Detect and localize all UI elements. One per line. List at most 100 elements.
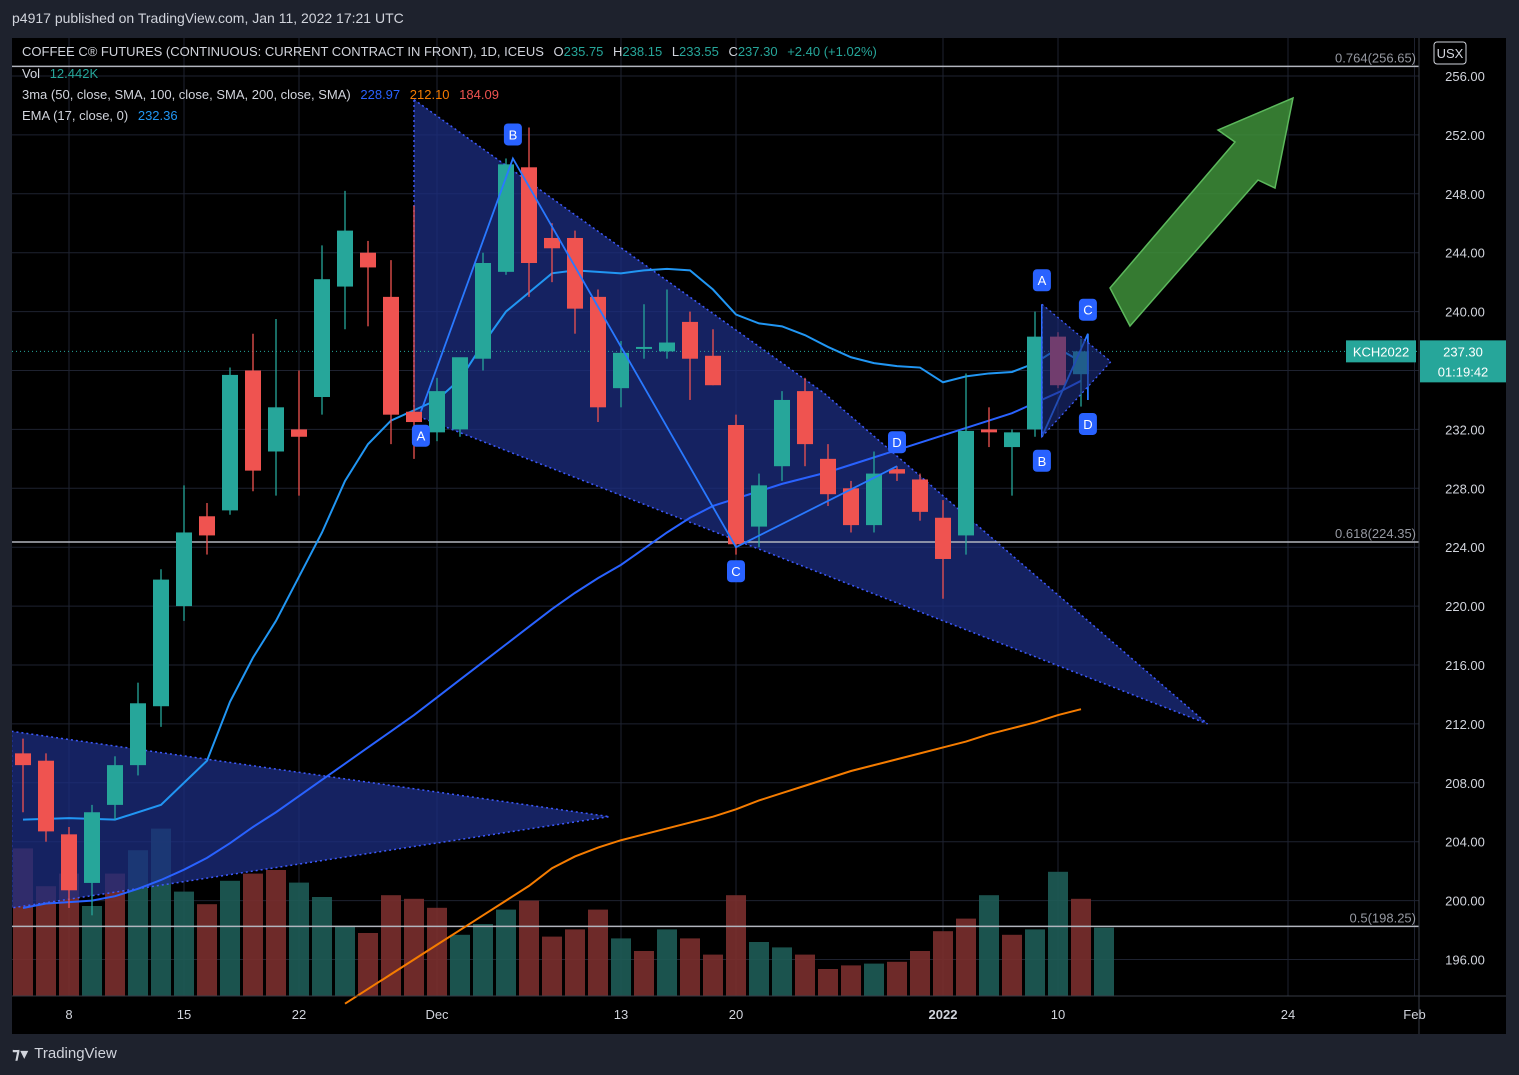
volume-bar	[565, 929, 585, 996]
candle-body	[705, 355, 721, 386]
candle-body	[1027, 336, 1043, 430]
x-tick-label: 20	[729, 1007, 743, 1022]
legend-line-ema: EMA (17, close, 0) 232.36	[22, 108, 178, 123]
volume-bar	[680, 938, 700, 996]
volume-bar	[772, 947, 792, 996]
candle-body	[291, 429, 307, 437]
volume-bar	[105, 873, 125, 996]
candle-body	[636, 346, 652, 349]
legend-line-volume: Vol 12.442K	[22, 66, 98, 81]
y-tick-label: 224.00	[1445, 540, 1485, 555]
ema17-line	[22, 267, 1082, 821]
volume-bar	[1094, 927, 1114, 996]
volume-bar	[542, 936, 562, 996]
volume-bar	[611, 938, 631, 996]
y-tick-label: 232.00	[1445, 422, 1485, 437]
candle-body	[176, 532, 192, 607]
fib-layer: 0.764(256.65) 0.618(224.35) 0.5(198.25)	[12, 50, 1419, 928]
volume-bar	[910, 951, 930, 996]
bullish-arrow	[1109, 96, 1295, 328]
y-tick-label: 248.00	[1445, 187, 1485, 202]
volume-bar	[381, 895, 401, 996]
abcd-point-badge	[888, 431, 906, 454]
volume-bar	[174, 891, 194, 996]
volume-bar	[634, 951, 654, 996]
ma50-value: 228.97	[360, 87, 401, 102]
volume-bar	[358, 933, 378, 996]
candle-body	[475, 263, 491, 359]
abcd-point-badge	[727, 560, 745, 583]
chart-frame[interactable]: 0.764(256.65) 0.618(224.35) 0.5(198.25) A B…	[12, 38, 1506, 1034]
volume-bar	[404, 898, 424, 996]
candle-body	[521, 167, 537, 264]
header-bar: p4917 published on TradingView.com, Jan …	[0, 0, 1519, 38]
abcd-point-label: D	[892, 435, 901, 450]
candle-body	[153, 579, 169, 707]
tradingview-logo[interactable]: ⁊▾ TradingView	[12, 1044, 117, 1063]
ema-value: 232.36	[137, 108, 178, 123]
candle-body	[498, 164, 514, 272]
fib-level-label: 0.5(198.25)	[1350, 910, 1417, 925]
abcd-point-label: B	[1038, 454, 1047, 469]
y-tick-label: 204.00	[1445, 835, 1485, 850]
volume-bar	[197, 904, 217, 996]
x-tick-label: 15	[177, 1007, 191, 1022]
abcd-point-badge	[411, 424, 430, 447]
volume-bar	[657, 929, 677, 996]
x-tick-label: 22	[292, 1007, 306, 1022]
candle-body	[797, 391, 813, 445]
volume-bar	[1002, 934, 1022, 996]
y-tick-label: 256.00	[1445, 69, 1485, 84]
volume-bar	[795, 954, 815, 996]
candle-body	[866, 473, 882, 526]
candle-body	[590, 296, 606, 408]
x-tick-label: 8	[65, 1007, 72, 1022]
y-tick-label: 228.00	[1445, 481, 1485, 496]
volume-bar	[220, 880, 240, 996]
y-tick-label: 196.00	[1445, 953, 1485, 968]
candle-body	[889, 469, 905, 474]
candle-body	[15, 753, 31, 766]
x-tick-label: Feb	[1403, 1007, 1425, 1022]
volume-bar	[956, 918, 976, 996]
candle-body	[1004, 432, 1020, 448]
y-tick-label: 244.00	[1445, 246, 1485, 261]
candle-body	[222, 374, 238, 511]
volume-bar	[82, 906, 102, 996]
candle-body	[107, 765, 123, 805]
abcd-point-badge	[503, 123, 522, 146]
volume-label: Vol	[22, 66, 41, 81]
abcd-point-badge	[1032, 449, 1051, 472]
open-value: 235.75	[563, 44, 604, 59]
candle-body	[774, 399, 790, 467]
fib-level-label: 0.618(224.35)	[1335, 526, 1416, 541]
volume-bar	[450, 934, 470, 996]
x-tick-label: 10	[1051, 1007, 1065, 1022]
ma200-value: 184.09	[459, 87, 499, 102]
symbol-tag	[1346, 340, 1416, 363]
volume-bar	[59, 873, 79, 996]
triangle-pattern	[12, 730, 610, 909]
last-price-tag	[1420, 340, 1506, 383]
symbol-name: COFFEE C® FUTURES (CONTINUOUS: CURRENT C…	[22, 44, 544, 59]
y-tick-label: 212.00	[1445, 717, 1485, 732]
low-value: 233.55	[679, 44, 719, 59]
candle-body	[38, 760, 54, 832]
candle-body	[682, 321, 698, 359]
price-chart[interactable]: 0.764(256.65) 0.618(224.35) 0.5(198.25) A B…	[12, 38, 1506, 1034]
volume-bar	[887, 961, 907, 996]
candle-body	[820, 458, 836, 495]
volume-bar	[519, 900, 539, 996]
candle-body	[935, 517, 951, 559]
candle-body	[314, 279, 330, 398]
candle-body	[268, 407, 284, 452]
candle-layer	[15, 127, 1089, 916]
volume-value: 12.442K	[49, 66, 99, 81]
candle-body	[981, 429, 997, 433]
low-label: L	[671, 44, 680, 59]
abcd-point-label: C	[1083, 303, 1092, 318]
candle-body	[958, 430, 974, 536]
candle-body	[199, 516, 215, 536]
y-tick-label: 240.00	[1445, 305, 1485, 320]
volume-bar	[841, 965, 861, 996]
